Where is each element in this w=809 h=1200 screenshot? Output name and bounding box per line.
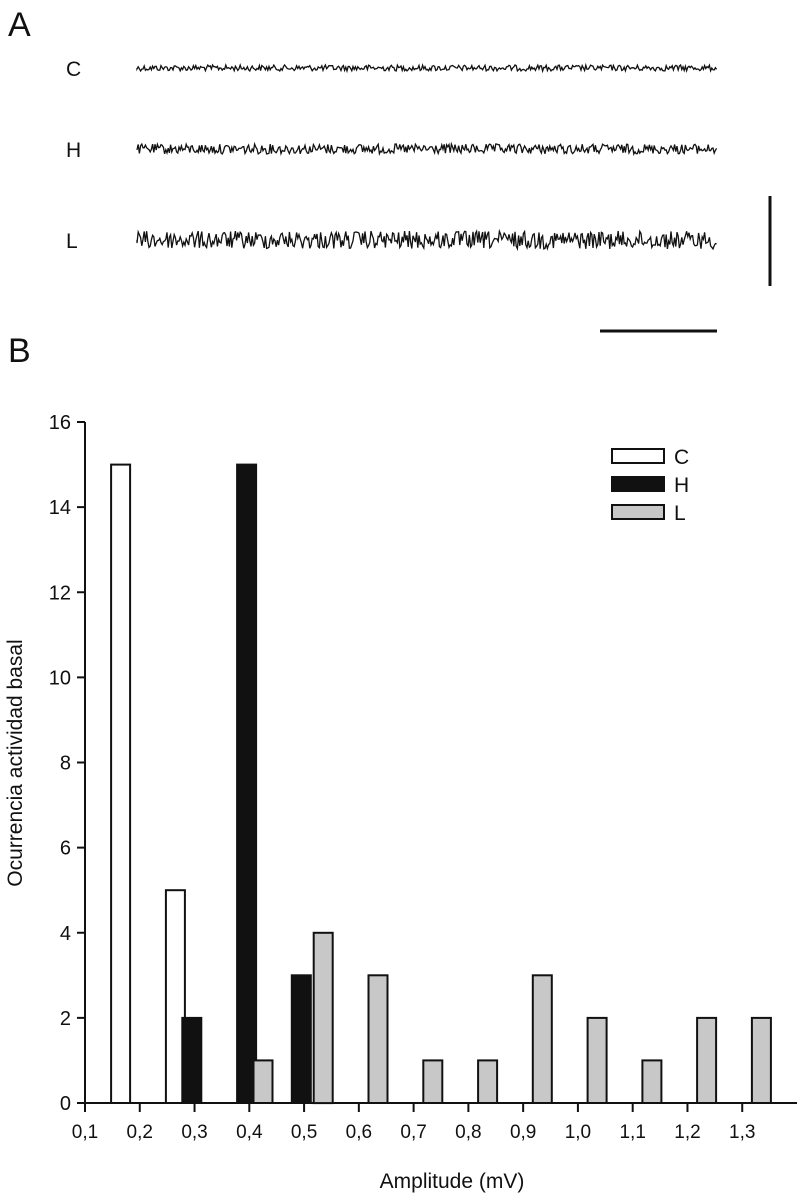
x-tick-label: 0,5 [291,1122,317,1143]
x-tick-label: 0,1 [72,1122,98,1143]
y-tick-label: 2 [60,1008,71,1030]
legend: CHL [611,446,689,525]
y-tick-label: 8 [60,753,71,775]
bar-l [531,974,553,1104]
y-tick-label: 6 [60,838,71,860]
bar-l [252,1059,274,1105]
y-tick-label: 14 [49,497,71,519]
bar-l [312,931,334,1105]
y-tick-label: 0 [60,1093,71,1115]
trace-l [136,228,717,252]
bar-l [750,1016,772,1105]
panel-b-label: B [8,332,31,370]
panel-a-label: A [8,6,31,44]
y-tick-label: 16 [49,412,71,434]
x-axis-title: Amplitude (mV) [380,1170,525,1193]
trace-label-l: L [66,230,78,253]
bars [110,463,772,1105]
bar-h [236,463,258,1105]
y-tick-label: 10 [49,667,71,689]
trace-c [136,62,718,74]
x-tick-label: 0,6 [346,1122,372,1143]
bar-l [422,1059,444,1105]
x-tick-label: 0,9 [510,1122,536,1143]
bar-l [367,974,389,1104]
bar-l [586,1016,608,1105]
y-tick-label: 4 [60,923,71,945]
x-tick-label: 0,3 [181,1122,207,1143]
bar-l [696,1016,718,1105]
legend-swatch-l [611,504,665,520]
bar-h [181,1016,203,1105]
x-tick-label: 0,7 [400,1122,426,1143]
legend-swatch-h [611,476,665,492]
legend-label-h: H [674,474,689,497]
legend-label-l: L [674,502,686,525]
legend-label-c: C [674,446,689,469]
trace-label-h: H [66,139,81,162]
x-tick-label: 1,0 [565,1122,591,1143]
trace-h [136,141,718,157]
bar-h [290,974,312,1104]
x-tick-label: 1,1 [619,1122,645,1143]
x-tick-label: 0,8 [455,1122,481,1143]
legend-swatch-c [611,448,665,464]
trace-label-c: C [66,58,81,81]
y-axis-title: Ocurrencia actividad basal [4,639,27,886]
bar-l [477,1059,499,1105]
trace-group: C H L [66,58,718,253]
bar-c [110,463,132,1105]
x-tick-label: 0,2 [127,1122,153,1143]
x-tick-label: 1,3 [729,1122,755,1143]
x-axis: 0,1 0,2 0,3 0,4 0,5 0,6 0,7 0,8 0,9 1,0 1,1 1,2 1,3 [72,1102,797,1143]
y-tick-label: 12 [49,582,71,604]
y-axis: 0 2 4 6 8 10 12 14 16 [49,412,86,1115]
x-tick-label: 1,2 [674,1122,700,1143]
x-tick-label: 0,4 [236,1122,263,1143]
bar-l [641,1059,663,1105]
bar-c [164,889,186,1105]
